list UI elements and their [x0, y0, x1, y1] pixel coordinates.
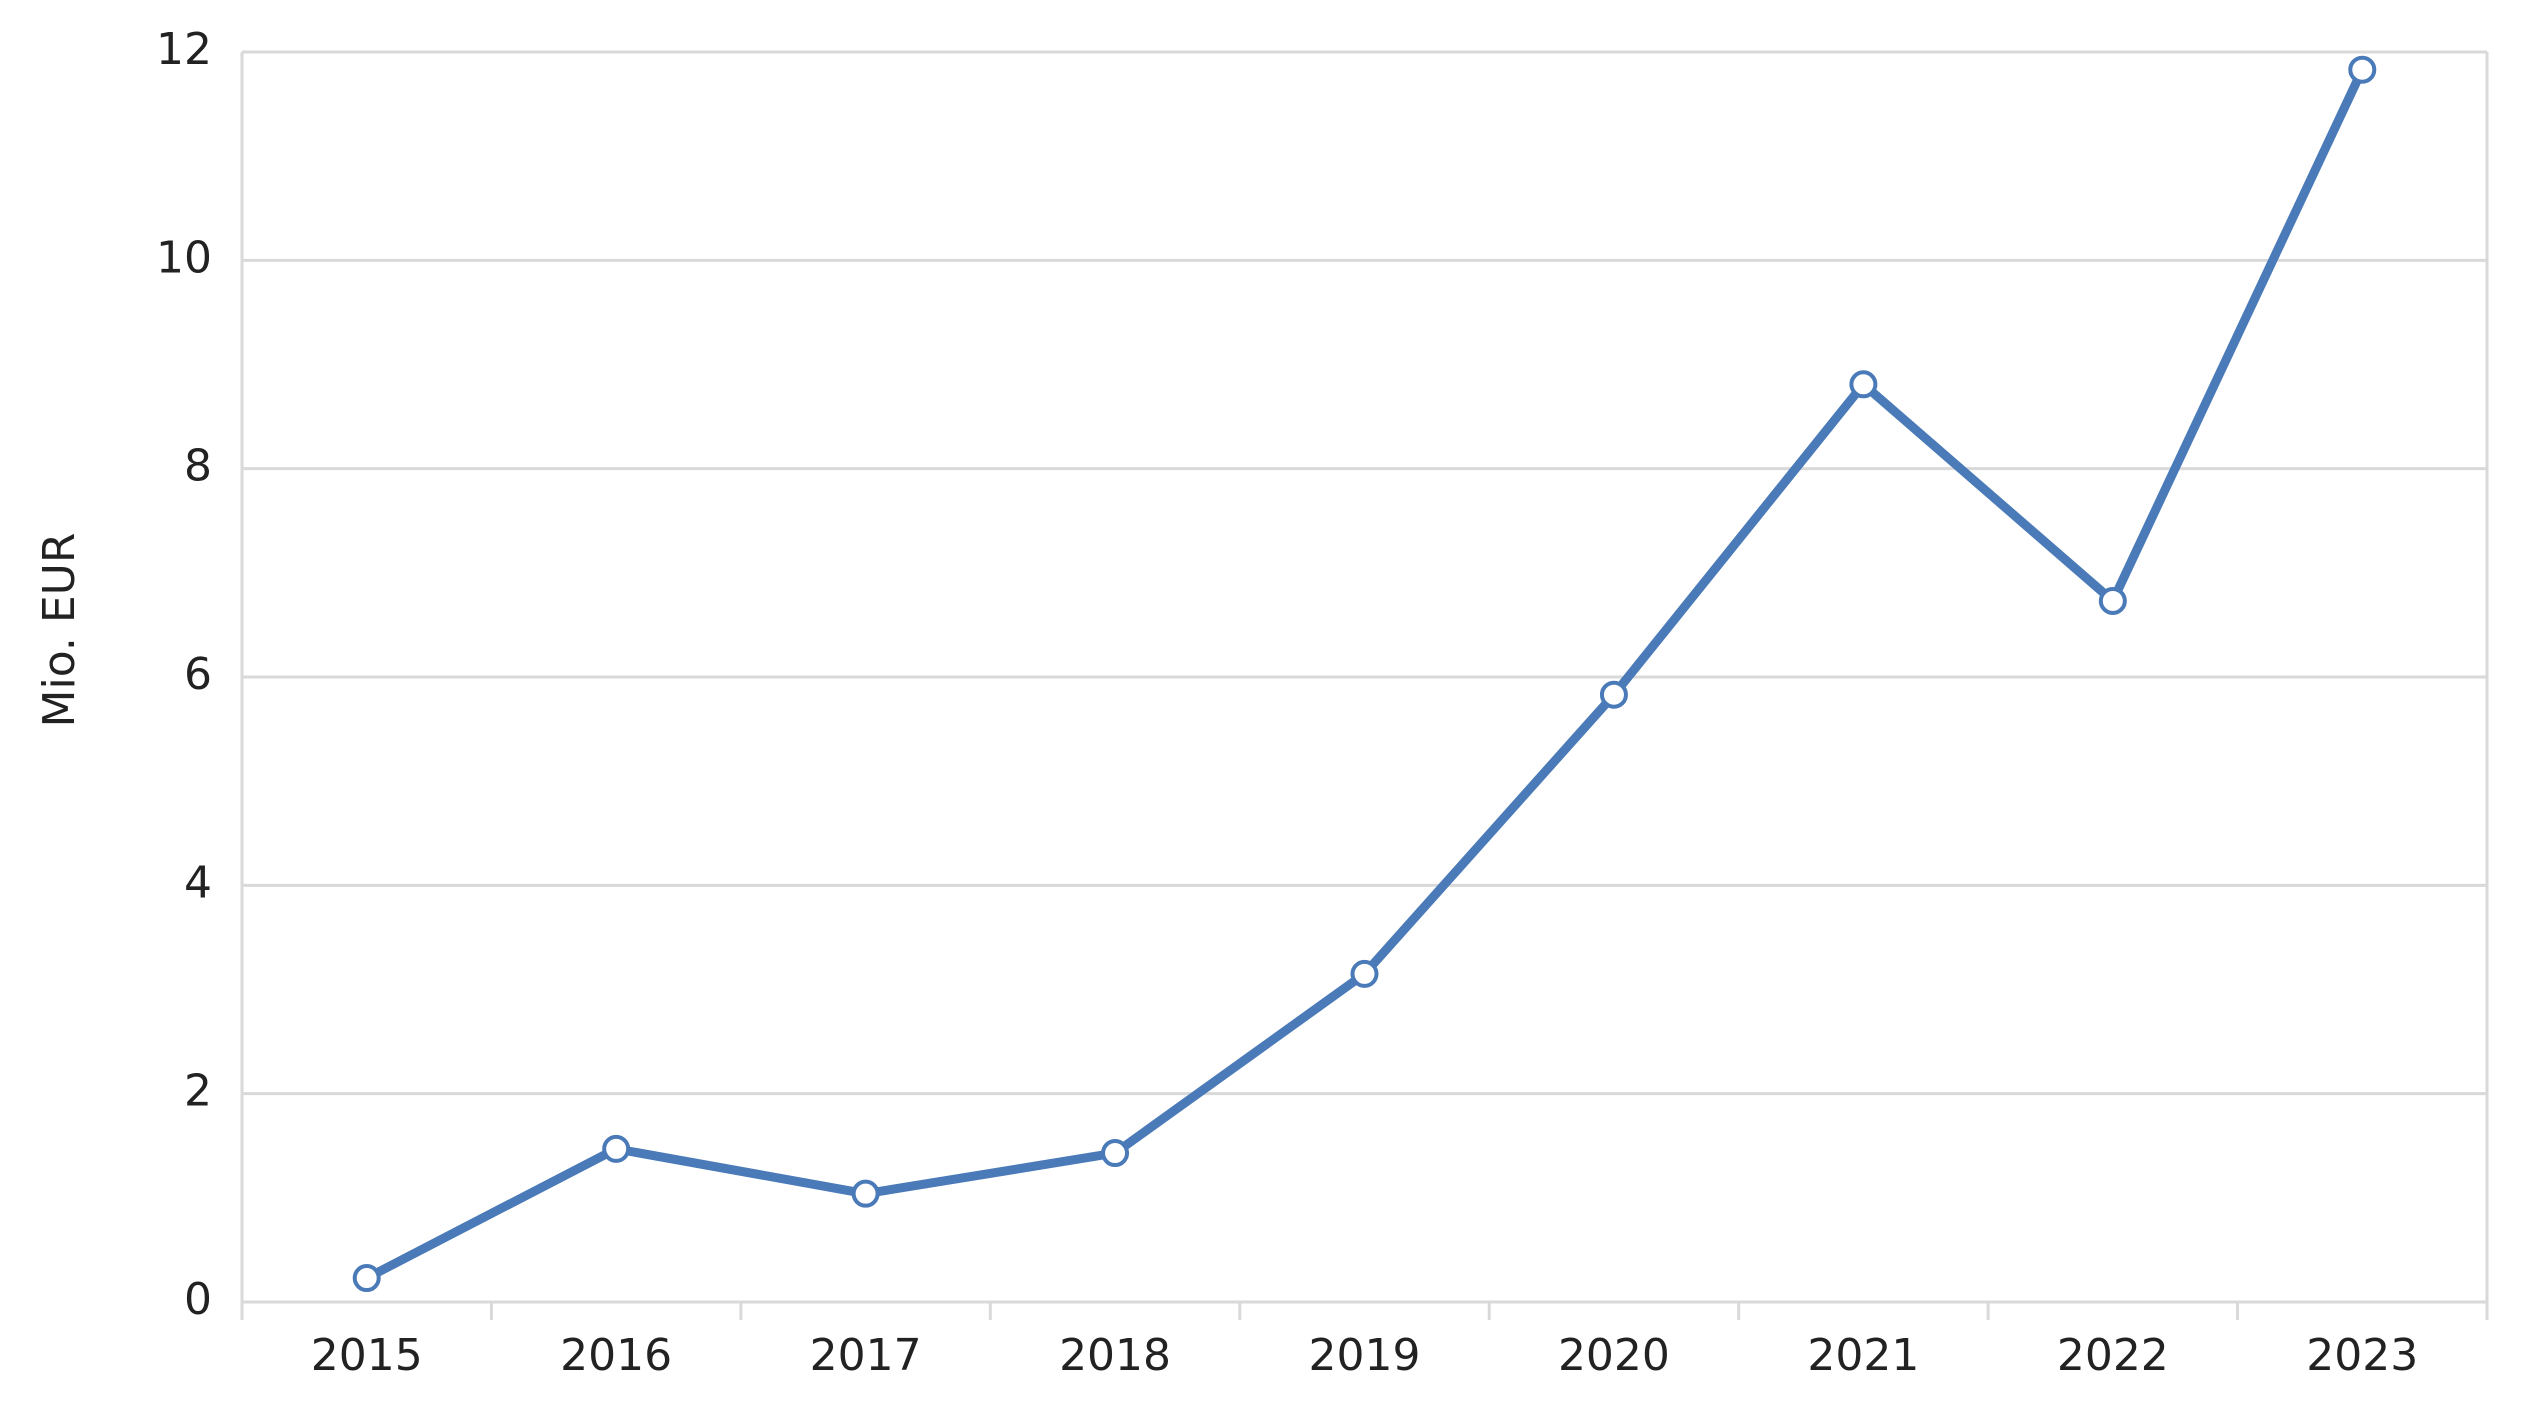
marker [352, 1264, 381, 1293]
y-tick-label: 6 [184, 649, 212, 700]
x-tick-label: 2018 [1059, 1330, 1171, 1381]
marker [1350, 959, 1379, 988]
y-tick-label: 0 [184, 1274, 212, 1325]
x-tick-label: 2020 [1558, 1330, 1670, 1381]
x-tick-label: 2015 [311, 1330, 423, 1381]
x-tick-label: 2021 [1807, 1330, 1919, 1381]
x-tick-label: 2017 [810, 1330, 922, 1381]
y-tick-label: 2 [184, 1066, 212, 1117]
y-tick-label: 4 [184, 857, 212, 908]
marker [2098, 586, 2127, 615]
y-tick-label: 8 [184, 441, 212, 492]
marker [1599, 680, 1628, 709]
line [364, 67, 2367, 1283]
marker [1101, 1139, 1130, 1168]
marker [851, 1179, 880, 1208]
x-tick-label: 2016 [560, 1330, 672, 1381]
y-axis-label: Mio. EUR [34, 533, 85, 728]
marker [2348, 55, 2377, 84]
x-tick-label: 2019 [1309, 1330, 1421, 1381]
y-tick-label: 12 [156, 24, 212, 75]
marker [1849, 370, 1878, 399]
x-tick-label: 2023 [2306, 1330, 2418, 1381]
y-tick-label: 10 [156, 232, 212, 283]
x-tick-label: 2022 [2057, 1330, 2169, 1381]
marker [602, 1134, 631, 1163]
